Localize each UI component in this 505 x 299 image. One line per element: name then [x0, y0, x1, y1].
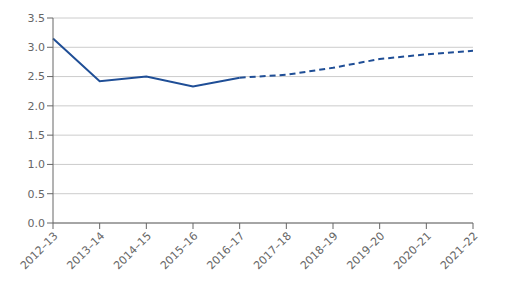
svg-text:3.5: 3.5	[28, 12, 46, 25]
svg-text:2015–16: 2015–16	[158, 229, 201, 272]
svg-text:2013–14: 2013–14	[65, 229, 108, 272]
svg-text:2019–20: 2019–20	[345, 229, 388, 272]
svg-text:2012–13: 2012–13	[18, 229, 61, 272]
svg-text:2016–17: 2016–17	[205, 229, 248, 272]
svg-text:2018–19: 2018–19	[298, 229, 341, 272]
svg-text:2020–21: 2020–21	[391, 229, 434, 272]
svg-text:0.5: 0.5	[28, 188, 46, 201]
svg-text:2.5: 2.5	[28, 70, 46, 83]
svg-text:2014–15: 2014–15	[111, 229, 154, 272]
svg-text:3.0: 3.0	[28, 41, 46, 54]
svg-text:1.5: 1.5	[28, 129, 46, 142]
svg-text:2021–22: 2021–22	[438, 229, 481, 272]
svg-text:0.0: 0.0	[28, 217, 46, 230]
svg-text:2017–18: 2017–18	[251, 229, 294, 272]
svg-text:2.0: 2.0	[28, 100, 46, 113]
svg-text:1.0: 1.0	[28, 158, 46, 171]
